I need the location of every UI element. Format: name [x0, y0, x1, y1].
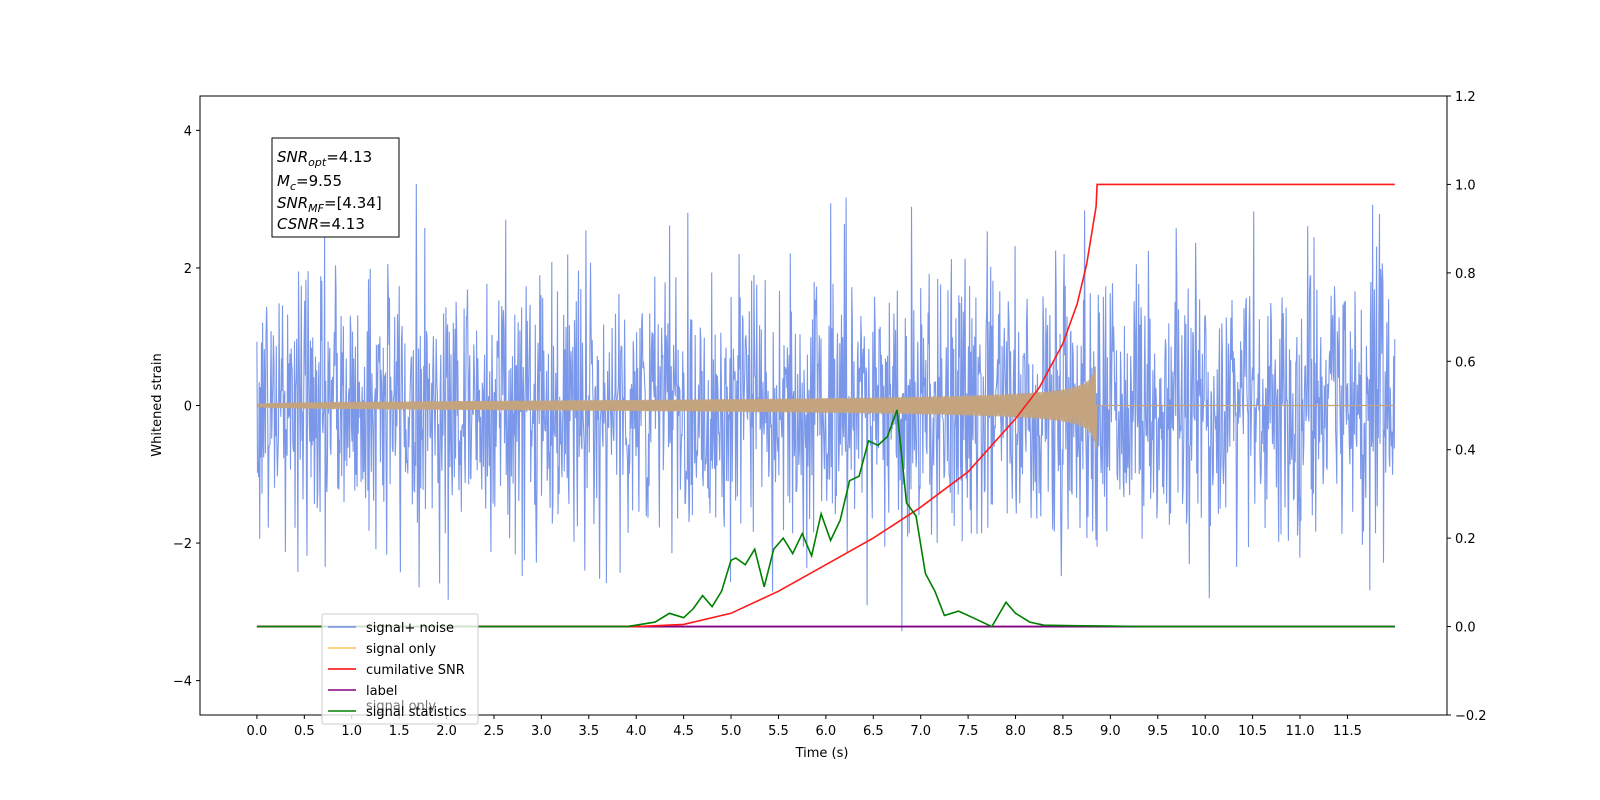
x-tick-label: 4.5 [673, 724, 694, 739]
x-tick-label: 9.0 [1100, 724, 1121, 739]
y-axis-left: 4 2 0 −2 −4 [173, 124, 200, 690]
annotation-snr-opt: SNRopt=4.13 [277, 148, 372, 169]
y-tick-label: 4 [184, 124, 192, 139]
series-signal-statistics-line [256, 409, 1395, 628]
y-tick-label: 0 [184, 400, 192, 415]
x-tick-label: 0.0 [247, 724, 268, 739]
x-tick-label: 2.0 [436, 724, 457, 739]
y2-tick-label: 0.0 [1455, 621, 1476, 636]
y2-tick-label: 0.4 [1455, 444, 1476, 459]
metrics-annotation-box: SNRopt=4.13 Mc=9.55 SNRMF=[4.34] CSNR=4.… [271, 137, 400, 238]
x-tick-label: 10.5 [1238, 724, 1267, 739]
legend-label: signal statistics [366, 705, 467, 720]
legend-label: cumilative SNR [366, 663, 465, 678]
y-axis-right: 1.2 1.0 0.8 0.6 0.4 0.2 0.0 −0.2 [1447, 90, 1487, 724]
y2-tick-label: 1.2 [1455, 90, 1476, 105]
x-tick-label: 1.5 [389, 724, 410, 739]
x-tick-label: 7.5 [958, 724, 979, 739]
legend-label: signal+ noise [366, 621, 454, 636]
y2-tick-label: 0.6 [1455, 355, 1476, 370]
y2-tick-label: 1.0 [1455, 178, 1476, 193]
x-axis-label: Time (s) [795, 746, 849, 761]
annotation-csnr: CSNR=4.13 [277, 215, 365, 233]
x-tick-label: 11.5 [1333, 724, 1362, 739]
x-tick-label: 8.0 [1005, 724, 1026, 739]
x-tick-label: 2.5 [484, 724, 505, 739]
y-axis-label: Whitened strain [150, 353, 165, 456]
x-tick-label: 8.5 [1053, 724, 1074, 739]
x-tick-label: 3.5 [578, 724, 599, 739]
x-axis: 0.0 0.5 1.0 1.5 2.0 2.5 3.0 3.5 4.0 4.5 5.0 5.5 6.0 6… [247, 715, 1362, 739]
series-signal-only-line [256, 366, 1395, 449]
x-tick-label: 7.0 [910, 724, 931, 739]
series-signal-noise-line [256, 183, 1396, 632]
y2-tick-label: 0.2 [1455, 532, 1476, 547]
x-tick-label: 6.5 [863, 724, 884, 739]
annotation-snr-mf: SNRMF=[4.34] [277, 194, 382, 215]
x-tick-label: 5.5 [768, 724, 789, 739]
legend: signal only signal+ noise signal only cumi… [321, 613, 479, 725]
series-cumulative-snr-line [256, 183, 1395, 628]
x-tick-label: 6.0 [816, 724, 837, 739]
y-tick-label: −2 [173, 537, 192, 552]
legend-label: signal only [366, 642, 436, 657]
x-tick-label: 3.0 [531, 724, 552, 739]
y-tick-label: −4 [173, 675, 192, 690]
y-tick-label: 2 [184, 262, 192, 277]
x-tick-label: 5.0 [721, 724, 742, 739]
x-tick-label: 11.0 [1286, 724, 1315, 739]
x-tick-label: 0.5 [294, 724, 315, 739]
y2-tick-label: −0.2 [1455, 709, 1487, 724]
y2-tick-label: 0.8 [1455, 267, 1476, 282]
annotation-mc: Mc=9.55 [277, 172, 342, 193]
legend-frame [321, 613, 479, 725]
x-tick-label: 10.0 [1191, 724, 1220, 739]
legend-label: label [366, 684, 397, 699]
legend-overlap-text: signal only [366, 699, 436, 714]
x-tick-label: 9.5 [1147, 724, 1168, 739]
annotation-box-frame [271, 137, 400, 238]
x-tick-label: 4.0 [626, 724, 647, 739]
x-tick-label: 1.0 [341, 724, 362, 739]
